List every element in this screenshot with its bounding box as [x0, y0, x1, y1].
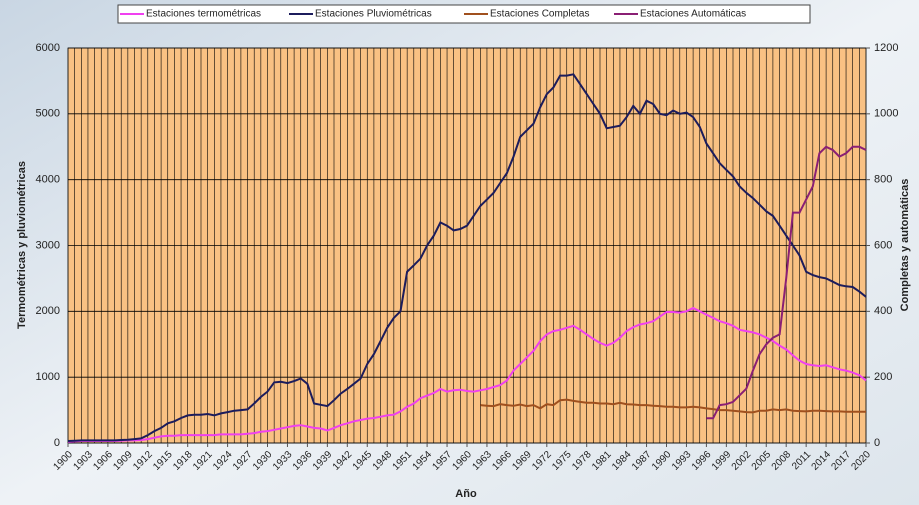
y2-axis-label: Completas y automáticas	[899, 179, 911, 312]
legend-entries: Estaciones termométricas Estaciones Pluvi…	[120, 9, 746, 20]
y-axis-label: Termométricas y pluviométricas	[16, 161, 28, 329]
series-line	[67, 73, 867, 442]
y-tick-label: 3000	[36, 239, 60, 251]
y-tick-label: 2000	[36, 305, 60, 317]
x-axis-label: Año	[455, 488, 477, 500]
y-tick-label: 0	[54, 437, 60, 449]
legend-label: Estaciones Pluviométricas	[315, 9, 432, 20]
series-line	[67, 306, 867, 443]
y-tick-label: 1000	[36, 371, 60, 383]
legend-label: Estaciones termométricas	[146, 9, 261, 20]
series-line	[480, 398, 866, 414]
y2-tick-label: 800	[874, 174, 892, 186]
y-tick-label: 5000	[36, 108, 60, 120]
y-tick-label: 6000	[36, 42, 60, 54]
y2-tick-label: 0	[874, 437, 880, 449]
y2-tick-label: 1000	[874, 108, 898, 120]
series-line	[706, 145, 867, 420]
y2-tick-label: 200	[874, 371, 892, 383]
legend-label: Estaciones Completas	[490, 9, 590, 20]
y2-tick-label: 400	[874, 305, 892, 317]
y2-tick-label: 600	[874, 239, 892, 251]
y-tick-label: 4000	[36, 174, 60, 186]
legend-label: Estaciones Automáticas	[640, 9, 746, 20]
y2-tick-label: 1200	[874, 42, 898, 54]
